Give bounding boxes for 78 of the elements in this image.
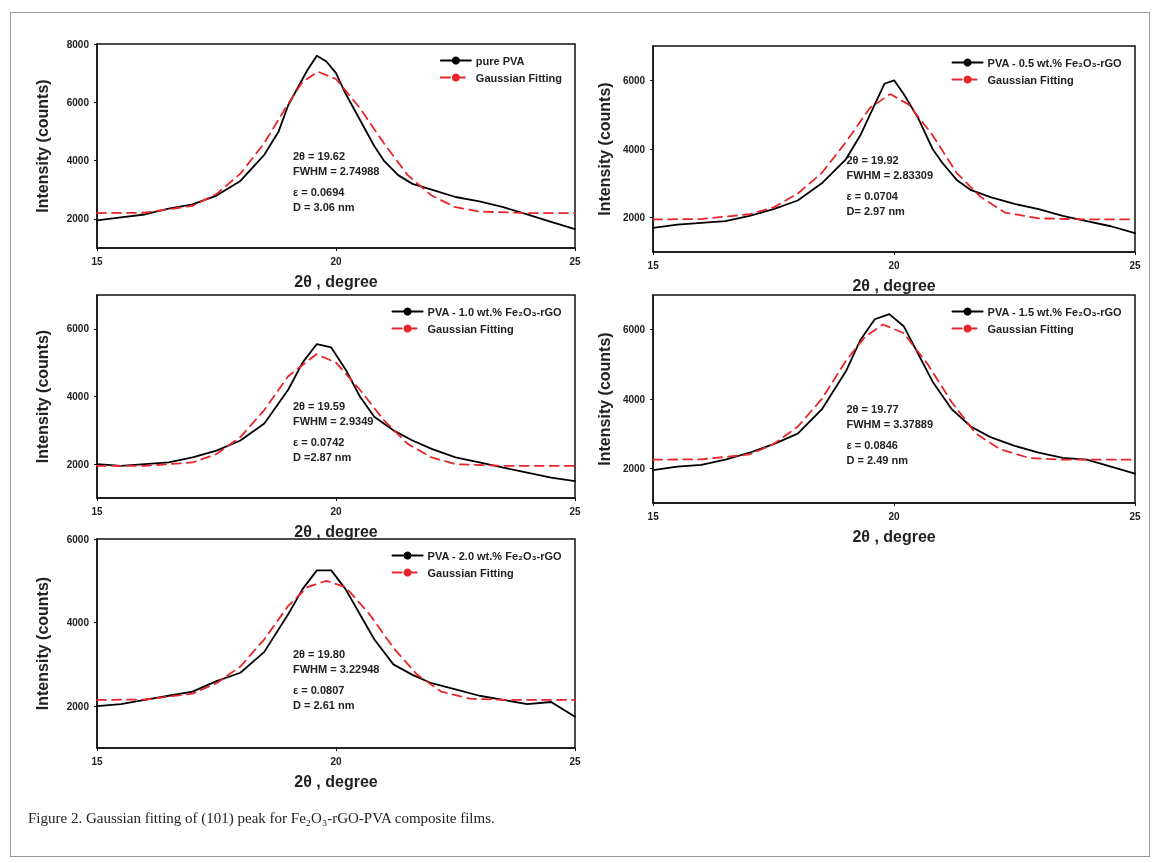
annotation: D= 2.97 nm (846, 205, 906, 218)
y-tick-label: 4000 (66, 155, 90, 167)
annotation: FWHM = 2.9349 (292, 415, 374, 428)
annotation: FWHM = 3.37889 (846, 418, 934, 431)
y-tick-label: 6000 (66, 323, 90, 335)
x-tick-label: 20 (330, 255, 342, 267)
line-series (96, 343, 576, 482)
annotation: ε = 0.0742 (292, 436, 345, 449)
x-axis-title: 2θ , degree (294, 522, 378, 540)
y-tick-label: 6000 (66, 96, 90, 108)
legend-label: PVA - 2.0 wt.% Fe₂O₃-rGO (427, 549, 563, 562)
legend-label: PVA - 1.0 wt.% Fe₂O₃-rGO (427, 305, 563, 318)
legend-label: PVA - 0.5 wt.% Fe₂O₃-rGO (987, 56, 1123, 69)
x-tick-label: 15 (647, 510, 660, 522)
x-tick-label: 20 (888, 259, 901, 271)
y-tick-label: 4000 (622, 393, 646, 405)
line-series (96, 54, 576, 230)
annotation: 2θ = 19.77 (846, 403, 899, 416)
x-axis-title: 2θ , degree (852, 276, 936, 294)
y-axis-title: Intensity (counts) (595, 82, 613, 216)
y-tick-label: 2000 (622, 462, 646, 474)
y-axis-title: Intensity (counts) (33, 576, 51, 711)
x-tick-label: 15 (91, 505, 103, 517)
legend-label: Gaussian Fitting (427, 322, 514, 335)
y-axis-title: Intensity (counts) (33, 329, 51, 464)
annotation: ε = 0.0807 (292, 683, 345, 696)
x-tick-label: 25 (1129, 259, 1141, 271)
legend-label: PVA - 1.5 wt.% Fe₂O₃-rGO (987, 305, 1123, 318)
y-tick-label: 6000 (622, 324, 646, 336)
x-tick-label: 20 (330, 755, 342, 767)
y-tick-label: 2000 (66, 700, 90, 712)
x-axis-title: 2θ , degree (294, 272, 378, 290)
y-axis-title: Intensity (counts) (595, 332, 613, 466)
legend-label: Gaussian Fitting (987, 73, 1074, 86)
annotation: D =2.87 nm (292, 451, 352, 464)
x-tick-label: 15 (91, 755, 103, 767)
annotation: D = 3.06 nm (292, 200, 355, 213)
annotation: 2θ = 19.80 (292, 647, 346, 660)
x-tick-label: 25 (569, 755, 581, 767)
y-tick-label: 2000 (622, 212, 646, 224)
annotation: FWHM = 3.22948 (292, 662, 380, 675)
y-tick-label: 6000 (66, 533, 90, 545)
annotation: ε = 0.0846 (846, 439, 898, 452)
y-tick-label: 2000 (66, 213, 90, 225)
x-tick-label: 25 (1129, 510, 1141, 522)
line-series (96, 70, 576, 214)
annotation: D = 2.61 nm (292, 698, 355, 711)
x-tick-label: 25 (569, 255, 581, 267)
annotation: 2θ = 19.59 (292, 400, 346, 413)
annotation: ε = 0.0704 (846, 190, 899, 203)
y-tick-label: 4000 (622, 143, 646, 155)
x-tick-label: 20 (330, 505, 342, 517)
line-series (96, 569, 576, 718)
x-tick-label: 25 (569, 505, 581, 517)
x-tick-label: 15 (91, 255, 103, 267)
legend-label: Gaussian Fitting (987, 322, 1074, 335)
legend-label: Gaussian Fitting (475, 71, 563, 84)
annotation: FWHM = 2.83309 (846, 169, 934, 182)
y-tick-label: 4000 (66, 617, 90, 629)
line-series (96, 579, 576, 701)
y-tick-label: 8000 (66, 38, 90, 50)
annotation: ε = 0.0694 (292, 185, 346, 198)
annotation: FWHM = 2.74988 (292, 164, 380, 177)
annotation: 2θ = 19.62 (292, 149, 346, 162)
annotation: D = 2.49 nm (846, 454, 909, 467)
x-axis-title: 2θ , degree (852, 527, 936, 545)
x-tick-label: 15 (647, 259, 660, 271)
y-axis-title: Intensity (counts) (33, 79, 51, 213)
annotation: 2θ = 19.92 (846, 154, 899, 167)
y-tick-label: 6000 (622, 74, 646, 86)
y-tick-label: 4000 (66, 391, 90, 402)
legend-label: Gaussian Fitting (427, 566, 514, 579)
line-series (96, 353, 576, 467)
x-axis-title: 2θ , degree (294, 772, 378, 790)
legend-label: pure PVA (475, 54, 525, 67)
x-tick-label: 20 (888, 510, 901, 522)
caption: Figure 2. Gaussian fitting of (101) peak for Fe₂O₃-rGO-PVA composite films. (28, 810, 495, 827)
y-tick-label: 2000 (66, 458, 90, 470)
